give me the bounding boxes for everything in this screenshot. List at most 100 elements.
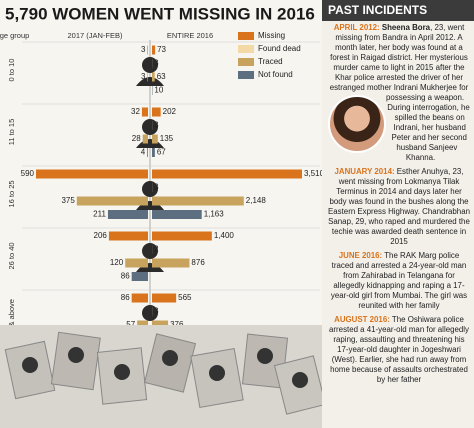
value-label: 876 <box>191 258 205 267</box>
collage <box>0 325 322 428</box>
bar-2017 <box>76 196 148 206</box>
past-incidents-panel: PAST INCIDENTS APRIL 2012: Sheena Bora, … <box>322 0 474 428</box>
face <box>22 357 38 373</box>
icon-head <box>142 57 158 73</box>
incident-date: APRIL 2012: <box>333 23 380 32</box>
icon-head <box>142 181 158 197</box>
value-label: 3 <box>154 183 159 192</box>
bar-2017 <box>107 210 148 219</box>
bar-2016 <box>152 196 244 206</box>
panel-body: APRIL 2012: Sheena Bora, 23, went missin… <box>322 21 474 385</box>
incident-date: JANUARY 2014: <box>334 167 395 176</box>
value-label: 1,400 <box>214 231 235 240</box>
value-label: 3 <box>154 307 159 316</box>
face <box>292 372 308 388</box>
incident-text: The Oshiwara police arrested a 41-year-o… <box>329 315 469 384</box>
face <box>162 350 178 366</box>
chart: 5,790 WOMEN WENT MISSING IN 2016 Age gro… <box>0 0 322 428</box>
value-label: 32 <box>131 107 140 116</box>
bar-2016 <box>152 134 158 144</box>
period-label: 2017 (JAN-FEB) <box>67 31 123 40</box>
face <box>68 347 84 363</box>
chart-title: 5,790 WOMEN WENT MISSING IN 2016 <box>5 4 315 23</box>
face <box>257 348 273 364</box>
value-label: 375 <box>61 196 75 205</box>
value-label: 2 <box>154 245 159 254</box>
category-label: 0 to 10 <box>7 59 16 82</box>
category-label: Age group <box>0 31 29 40</box>
value-label: 86 <box>121 293 130 302</box>
legend-label: Traced <box>258 57 283 66</box>
incident-text: , 23, went missing from Bandra in April … <box>329 23 470 162</box>
bar-2017 <box>147 148 148 157</box>
bar-2017 <box>142 134 148 144</box>
bar-2016 <box>152 231 212 241</box>
value-label: 120 <box>110 258 124 267</box>
bar-2016 <box>152 148 155 157</box>
bar-2016 <box>152 169 302 179</box>
portrait <box>328 95 386 153</box>
bar-2017 <box>108 231 148 241</box>
value-label: 3 <box>141 72 146 81</box>
incident: AUGUST 2016: The Oshiwara police arreste… <box>328 315 470 385</box>
value-label: 3 <box>154 59 159 68</box>
legend-label: Missing <box>258 31 285 40</box>
incident-text: Esther Anuhya, 23, went missing from Lok… <box>328 167 470 246</box>
legend-label: Found dead <box>258 44 301 53</box>
value-label: 211 <box>93 210 106 219</box>
incident: JUNE 2016: The RAK Marg police traced an… <box>328 251 470 311</box>
value-label: 1,163 <box>204 210 225 219</box>
category-label: 41 & above <box>7 299 16 337</box>
bar-2017 <box>131 293 148 303</box>
value-label: 590 <box>21 169 35 178</box>
icon-head <box>142 243 158 259</box>
legend-swatch <box>238 45 254 53</box>
value-label: 376 <box>170 320 184 329</box>
bar-2017 <box>141 107 148 117</box>
bar-2017 <box>36 169 148 179</box>
value-label: 202 <box>163 107 177 116</box>
value-label: 3 <box>141 45 146 54</box>
value-label: 2,148 <box>246 196 267 205</box>
bar-2017 <box>125 258 148 268</box>
value-label: 73 <box>157 45 166 54</box>
bar-2016 <box>152 293 177 303</box>
incident-text: The RAK Marg police traced and arrested … <box>330 251 468 310</box>
legend-swatch <box>238 71 254 79</box>
bar-2017 <box>131 272 148 281</box>
incident: APRIL 2012: Sheena Bora, 23, went missin… <box>328 23 470 163</box>
incident-date: AUGUST 2016: <box>334 315 390 324</box>
category-label: 16 to 25 <box>7 180 16 207</box>
legend-swatch <box>238 32 254 40</box>
legend-swatch <box>238 58 254 66</box>
legend-label: Not found <box>258 70 293 79</box>
value-label: 3,510 <box>304 169 322 178</box>
value-label: 10 <box>154 86 163 95</box>
value-label: 3 <box>154 121 159 130</box>
incident-date: JUNE 2016: <box>338 251 383 260</box>
bar-2017 <box>147 72 148 82</box>
period-label: ENTIRE 2016 <box>167 31 213 40</box>
category-label: 26 to 40 <box>7 242 16 269</box>
bar-2016 <box>152 210 202 219</box>
bar-2016 <box>152 258 190 268</box>
category-label: 11 to 15 <box>7 119 16 146</box>
bar-2016 <box>152 45 156 55</box>
value-label: 86 <box>121 272 130 281</box>
value-label: 565 <box>178 293 192 302</box>
face <box>209 365 225 381</box>
bar-2016 <box>152 107 161 117</box>
value-label: 67 <box>157 148 166 157</box>
face <box>114 364 130 380</box>
icon-head <box>142 305 158 321</box>
value-label: 28 <box>132 134 141 143</box>
value-label: 63 <box>157 72 166 81</box>
bar-2016 <box>152 72 155 82</box>
value-label: 206 <box>94 231 108 240</box>
bar-2017 <box>147 45 148 55</box>
incident-name: Sheena Bora <box>381 23 431 32</box>
icon-body <box>136 77 164 86</box>
value-label: 4 <box>141 148 146 157</box>
icon-head <box>142 119 158 135</box>
